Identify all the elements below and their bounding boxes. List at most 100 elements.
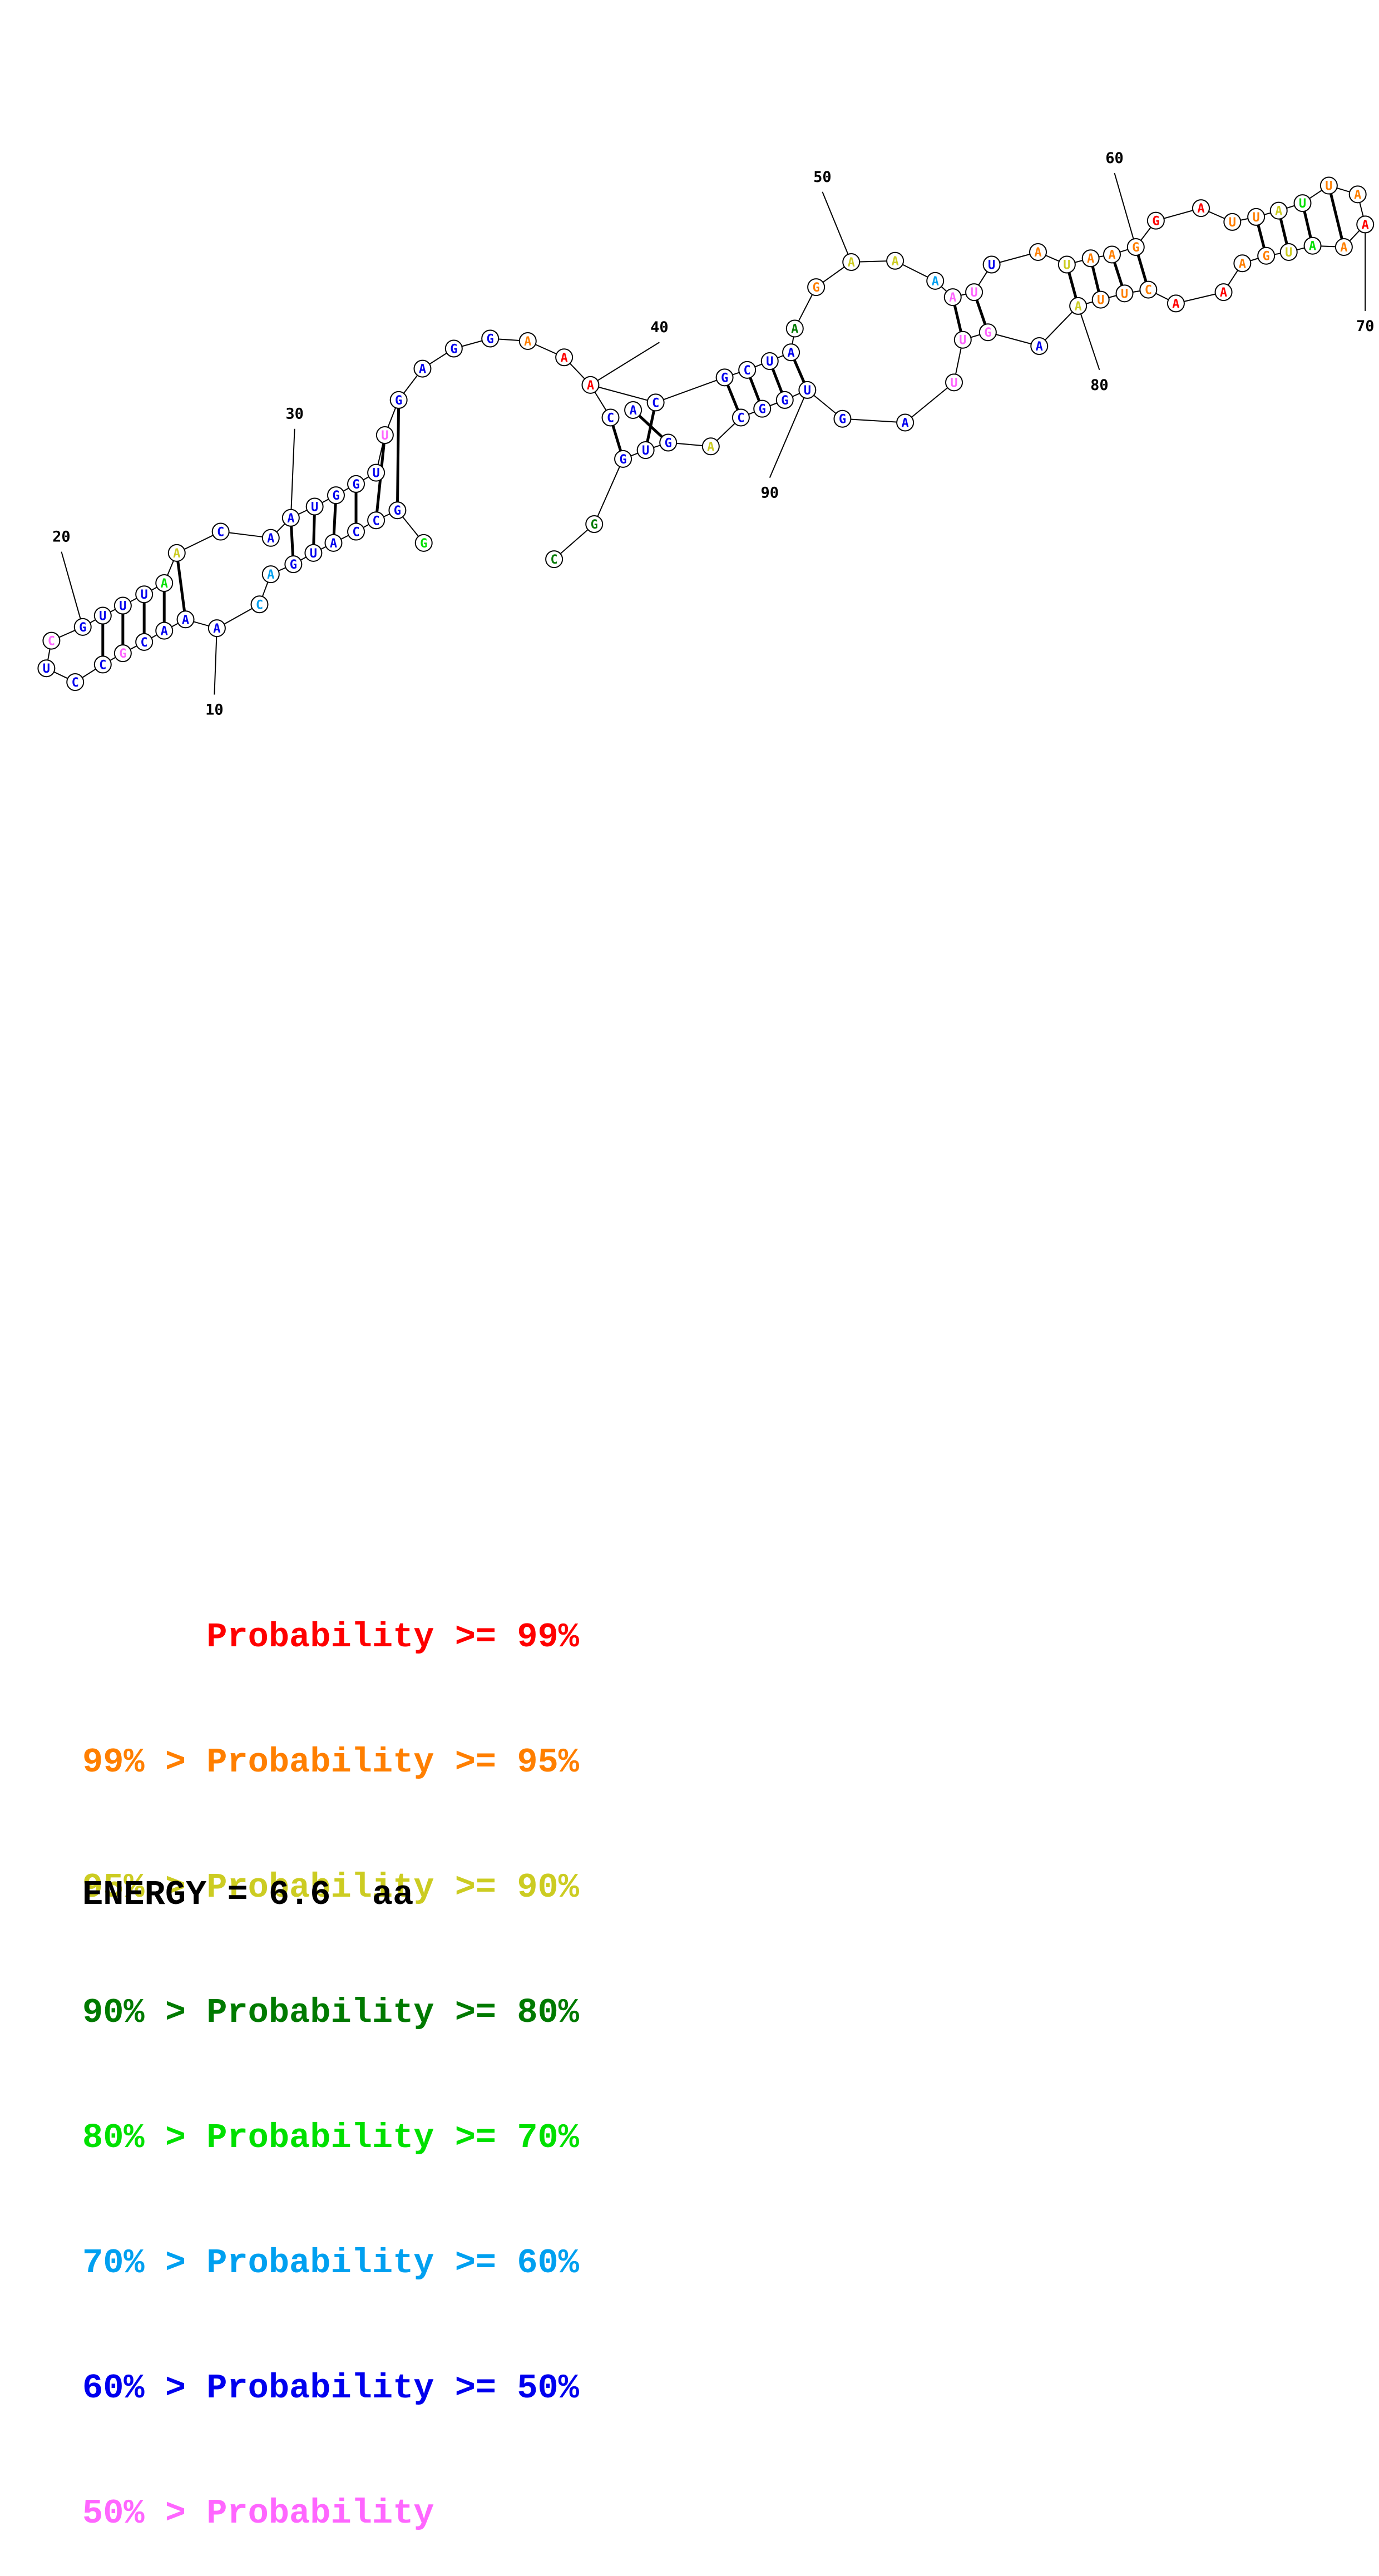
nucleotide-circle [518, 332, 537, 350]
nucleotide: U [1115, 284, 1134, 303]
nucleotide-base-letter: A [587, 379, 594, 393]
nucleotide-base-letter: G [487, 332, 494, 346]
nucleotide: U [37, 659, 56, 678]
nucleotide: A [1233, 254, 1252, 273]
nucleotide: C [646, 393, 665, 412]
nucleotide-circle [738, 361, 757, 379]
nucleotide-circle [261, 565, 280, 584]
position-tick [214, 628, 218, 695]
nucleotide: A [155, 621, 174, 640]
position-number-label: 50 [813, 169, 832, 186]
nucleotide: A [1356, 215, 1375, 234]
nucleotide-base-letter: A [161, 625, 168, 639]
nucleotide-base-letter: C [1145, 284, 1152, 298]
nucleotide-base-letter: U [1097, 294, 1104, 308]
nucleotide: G [481, 329, 500, 348]
nucleotide: A [555, 348, 574, 367]
nucleotide: G [73, 618, 92, 636]
nucleotide-circle [978, 323, 997, 342]
nucleotide: G [389, 391, 408, 409]
nucleotide: A [324, 534, 343, 552]
position-tick [822, 191, 852, 263]
nucleotide: A [261, 529, 280, 547]
nucleotide: G [585, 515, 604, 534]
nucleotide-circle [167, 544, 186, 562]
nucleotide-circle [585, 515, 604, 534]
legend-line-p50: 60% > Probability >= 50% [82, 2368, 579, 2408]
position-number-label: 90 [760, 485, 779, 502]
nucleotide-base-letter: A [1362, 218, 1369, 232]
nucleotide: A [167, 544, 186, 562]
nucleotide-base-letter: G [450, 343, 457, 357]
nucleotide-circle [636, 441, 655, 460]
nucleotide-circle [66, 673, 85, 691]
nucleotide: G [1146, 211, 1165, 230]
nucleotide: G [833, 409, 852, 428]
nucleotide-base-letter: C [256, 598, 263, 612]
nucleotide: A [1334, 238, 1353, 256]
nucleotide-base-letter: G [839, 413, 846, 427]
nucleotide-circle [135, 633, 154, 651]
nucleotide-circle [1069, 297, 1088, 315]
nucleotide: U [304, 544, 323, 562]
nucleotide-circle [807, 278, 826, 297]
position-tick [769, 389, 808, 478]
nucleotide-circle [1192, 199, 1210, 218]
nucleotide-circle [926, 272, 945, 290]
nucleotide: C [601, 408, 620, 427]
nucleotide-circle [261, 529, 280, 547]
nucleotide-base-letter: G [781, 394, 788, 408]
nucleotide: A [1030, 337, 1049, 356]
nucleotide-circle [953, 330, 972, 349]
nucleotide-circle [753, 399, 772, 418]
probability-legend: Probability >= 99% 99% > Probability >= … [82, 1533, 579, 2576]
nucleotide-base-letter: U [1063, 259, 1070, 273]
nucleotide-base-letter: A [1034, 246, 1041, 260]
nucleotide: A [1214, 283, 1233, 302]
nucleotide: U [1091, 290, 1110, 309]
nucleotide: U [135, 585, 154, 604]
nucleotide: U [760, 352, 779, 371]
nucleotide-base-letter: G [352, 478, 359, 492]
nucleotide-base-letter: A [848, 256, 855, 270]
nucleotide: A [1348, 185, 1367, 204]
nucleotide-circle [367, 463, 385, 482]
nucleotide-base-letter: C [737, 411, 744, 425]
nucleotide: A [943, 288, 962, 307]
nucleotide-circle [388, 501, 407, 520]
nucleotide-circle [545, 550, 564, 569]
nucleotide: C [1139, 280, 1158, 299]
nucleotide-circle [324, 534, 343, 552]
nucleotide: A [1029, 243, 1047, 261]
nucleotide: A [782, 343, 800, 362]
nucleotide: G [1257, 246, 1276, 265]
nucleotide-circle [93, 606, 112, 625]
nucleotide: A [176, 610, 195, 629]
legend-line-p80: 90% > Probability >= 80% [82, 1993, 579, 2032]
nucleotide: U [965, 283, 983, 302]
nucleotide-base-letter: U [1229, 216, 1236, 230]
nucleotide-base-letter: G [665, 437, 672, 451]
nucleotide-base-letter: A [161, 577, 168, 591]
nucleotide-base-letter: U [642, 444, 649, 458]
nucleotide-circle [1356, 215, 1375, 234]
nucleotide-base-letter: U [766, 355, 773, 369]
nucleotide-base-letter: C [99, 658, 106, 672]
nucleotide-circle [798, 381, 817, 399]
nucleotide-circle [389, 391, 408, 409]
nucleotide: A [1167, 294, 1185, 313]
nucleotide-circle [413, 359, 432, 378]
nucleotide: U [953, 330, 972, 349]
nucleotide: U [305, 497, 324, 516]
nucleotide-circle [176, 610, 195, 629]
nucleotide: G [414, 534, 433, 552]
nucleotide-base-letter: A [330, 537, 337, 551]
nucleotide-base-letter: A [213, 622, 220, 636]
legend-line-p70: 80% > Probability >= 70% [82, 2118, 579, 2158]
nucleotide: A [1269, 201, 1288, 220]
nucleotide-base-letter: A [707, 440, 714, 454]
nucleotide-base-letter: U [959, 334, 966, 348]
nucleotide: A [886, 251, 904, 270]
nucleotide-circle [37, 659, 56, 678]
nucleotide-base-letter: A [267, 532, 274, 546]
